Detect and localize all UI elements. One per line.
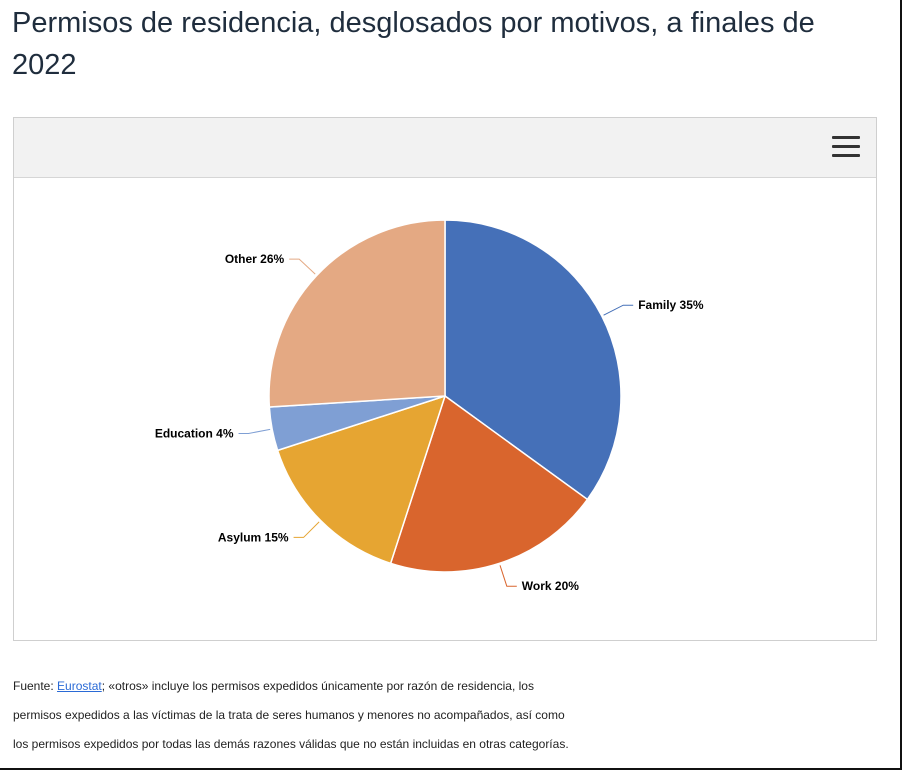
connector-asylum [293, 521, 320, 538]
chart-toolbar [14, 118, 876, 178]
footnote-line-1: Fuente: Eurostat; «otros» incluye los pe… [13, 672, 633, 701]
page-title: Permisos de residencia, desglosados por … [12, 7, 815, 81]
data-label-other: Other 26% [225, 252, 285, 266]
data-label-education: Education 4% [155, 426, 234, 440]
hamburger-menu-icon[interactable] [832, 136, 860, 160]
footnote-line1-text: ; «otros» incluye los permisos expedidos… [101, 679, 534, 693]
connector-family [603, 304, 634, 316]
connector-education [238, 428, 271, 434]
data-label-asylum: Asylum 15% [218, 530, 289, 544]
footnote: Fuente: Eurostat; «otros» incluye los pe… [13, 672, 633, 759]
footnote-prefix: Fuente: [13, 679, 58, 693]
footnote-line-2: permisos expedidos a las víctimas de la … [13, 708, 565, 722]
eurostat-link[interactable]: Eurostat [57, 679, 102, 693]
data-label-work: Work 20% [522, 579, 579, 593]
connector-other [289, 258, 316, 275]
chart-container: Family 35% Work 20% Asylum 15% Education 4%… [13, 117, 877, 641]
pie-slice-work[interactable] [389, 394, 589, 573]
footnote-line-3: los permisos expedidos por todas las dem… [13, 737, 569, 751]
data-label-family: Family 35% [638, 298, 704, 312]
pie-slice-asylum[interactable] [276, 394, 447, 565]
pie-slice-other[interactable] [268, 219, 446, 408]
pie-chart: Family 35% Work 20% Asylum 15% Education 4%… [155, 219, 704, 593]
pie-slice-family[interactable] [444, 219, 622, 501]
connector-work [499, 565, 517, 587]
